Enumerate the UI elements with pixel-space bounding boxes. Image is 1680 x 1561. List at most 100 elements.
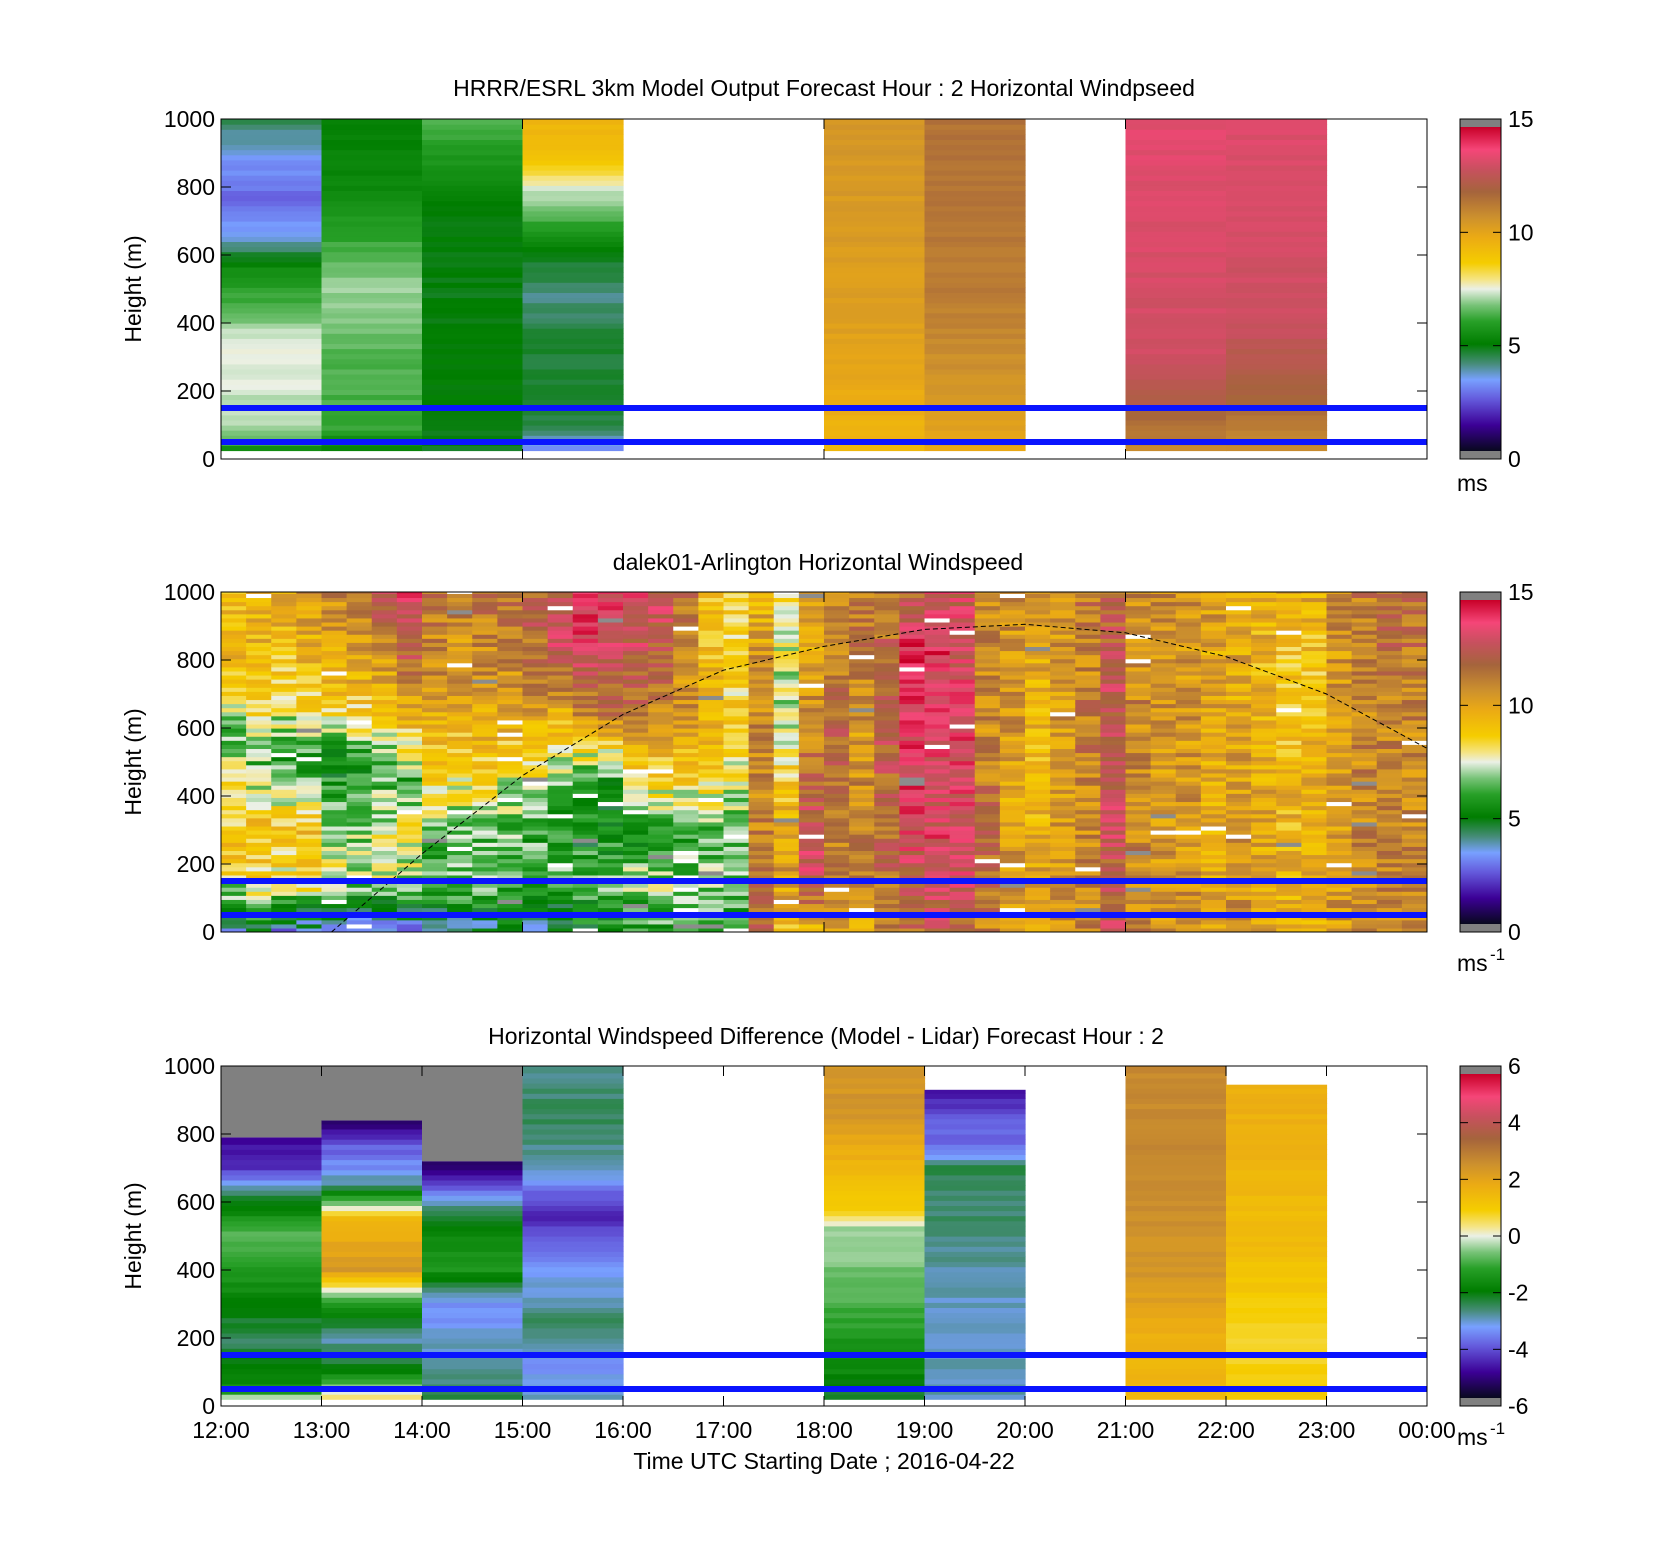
heatmap-cell [824, 190, 926, 197]
heatmap-cell [824, 593, 850, 599]
heatmap-cell [422, 670, 448, 676]
heatmap-cell [422, 1358, 524, 1365]
heatmap-cell [1276, 891, 1302, 896]
heatmap-cell [396, 907, 423, 913]
heatmap-cell [246, 650, 272, 656]
heatmap-cell [849, 842, 875, 847]
heatmap-cell [522, 1128, 624, 1135]
heatmap-cell [673, 646, 699, 652]
heatmap-cell [773, 862, 800, 868]
heatmap-cell [648, 593, 674, 599]
heatmap-cell [748, 736, 775, 741]
heatmap-cell [221, 1154, 323, 1161]
heatmap-cell [1150, 744, 1177, 749]
heatmap-cell [1100, 923, 1127, 929]
heatmap-cell [824, 1373, 926, 1380]
heatmap-cell [1351, 895, 1378, 900]
heatmap-cell [321, 674, 348, 680]
heatmap-cell [522, 1256, 624, 1263]
heatmap-cell [1301, 887, 1328, 892]
heatmap-cell [824, 1261, 926, 1268]
heatmap-cell [371, 789, 398, 794]
heatmap-cell [522, 719, 549, 725]
heatmap-cell [447, 834, 473, 839]
heatmap-cell [1226, 593, 1252, 599]
heatmap-cell [1025, 903, 1051, 909]
heatmap-cell [1025, 613, 1051, 619]
heatmap-cell [371, 626, 398, 631]
heatmap-cell [673, 642, 699, 647]
heatmap-cell [572, 883, 599, 888]
heatmap-cell [246, 874, 272, 880]
heatmap-cell [798, 674, 825, 680]
heatmap-cell [1351, 874, 1378, 880]
heatmap-cell [1125, 838, 1152, 843]
heatmap-cell [1175, 613, 1202, 619]
heatmap-cell [522, 338, 624, 344]
heatmap-cell [1226, 781, 1252, 786]
heatmap-cell [899, 862, 926, 868]
heatmap-cell [824, 1083, 926, 1089]
heatmap-cell [1175, 862, 1202, 868]
heatmap-cell [1401, 825, 1427, 831]
heatmap-cell [673, 809, 699, 815]
heatmap-cell [497, 756, 524, 762]
heatmap-cell [1226, 124, 1328, 130]
heatmap-cell [422, 915, 448, 921]
heatmap-cell [221, 817, 247, 823]
heatmap-cell [1276, 801, 1302, 807]
heatmap-cell [572, 642, 599, 647]
heatmap-cell [798, 695, 825, 701]
heatmap-cell [321, 389, 423, 395]
heatmap-cell [1075, 592, 1101, 594]
heatmap-cell [1401, 919, 1427, 925]
heatmap-cell [396, 634, 423, 639]
heatmap-cell [1301, 772, 1328, 778]
heatmap-cell [623, 650, 649, 656]
heatmap-cell [1326, 919, 1353, 925]
heatmap-cell [221, 1251, 323, 1257]
heatmap-cell [221, 1256, 323, 1263]
heatmap-cell [949, 874, 976, 880]
heatmap-cell [296, 752, 323, 758]
heatmap-cell [899, 817, 926, 823]
heatmap-cell [572, 915, 599, 921]
heatmap-cell [1050, 736, 1076, 741]
heatmap-cell [1276, 789, 1302, 794]
heatmap-cell [472, 764, 498, 770]
heatmap-cell [396, 654, 423, 660]
heatmap-cell [246, 764, 272, 770]
heatmap-cell [1125, 134, 1227, 140]
heatmap-cell [824, 419, 926, 426]
heatmap-cell [522, 430, 624, 436]
heatmap-cell [1025, 699, 1051, 705]
heatmap-cell [849, 634, 875, 639]
heatmap-cell [1200, 666, 1227, 672]
heatmap-cell [447, 760, 473, 766]
heatmap-cell [1301, 899, 1328, 905]
heatmap-cell [1050, 838, 1076, 843]
heatmap-cell [572, 592, 599, 594]
heatmap-cell [422, 748, 448, 754]
heatmap-cell [949, 638, 976, 643]
heatmap-cell [698, 736, 725, 741]
heatmap-cell [597, 883, 624, 888]
heatmap-cell [773, 613, 800, 619]
heatmap-cell [522, 1292, 624, 1298]
heatmap-cell [422, 711, 448, 717]
heatmap-cell [899, 768, 926, 774]
heatmap-cell [974, 850, 1001, 856]
heatmap-cell [221, 384, 323, 390]
heatmap-cell [221, 221, 323, 227]
heatmap-cell [648, 744, 674, 749]
heatmap-cell [949, 646, 976, 652]
heatmap-cell [1401, 642, 1427, 647]
heatmap-cell [648, 760, 674, 766]
heatmap-cell [723, 646, 750, 652]
heatmap-cell [422, 1200, 524, 1206]
heatmap-cell [346, 650, 373, 656]
heatmap-cell [371, 805, 398, 811]
heatmap-cell [422, 241, 524, 248]
heatmap-cell [1251, 903, 1277, 909]
heatmap-cell [1351, 634, 1378, 639]
